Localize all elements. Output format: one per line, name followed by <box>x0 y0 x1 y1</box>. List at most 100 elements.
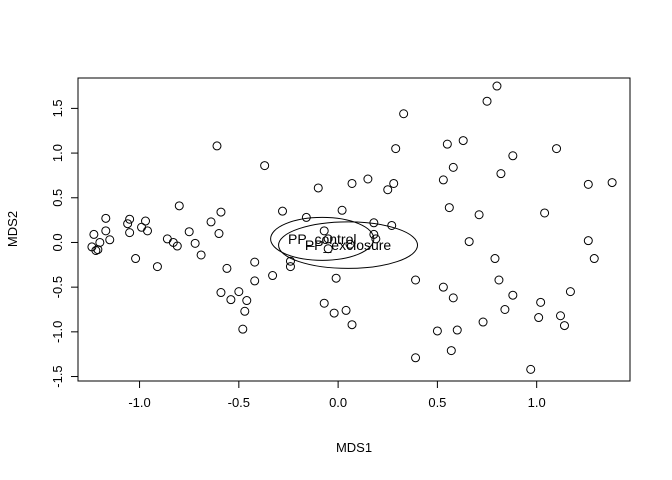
data-point <box>184 227 194 237</box>
data-point <box>285 256 295 266</box>
data-point <box>411 353 421 363</box>
data-point <box>526 364 536 374</box>
data-point <box>226 295 236 305</box>
data-point <box>216 207 226 217</box>
y-tick-label: -1.5 <box>50 365 65 387</box>
x-tick-label: 1.0 <box>528 395 546 410</box>
data-point <box>345 239 355 249</box>
data-point <box>444 203 454 213</box>
plot-frame <box>77 77 631 382</box>
data-point <box>448 162 458 172</box>
data-point <box>442 139 452 149</box>
data-point <box>583 179 593 189</box>
data-point <box>464 237 474 247</box>
data-point <box>238 324 248 334</box>
data-point <box>123 219 133 229</box>
data-point <box>319 226 329 236</box>
group-ellipse <box>278 221 419 269</box>
data-point <box>371 234 381 244</box>
data-point <box>446 346 456 356</box>
x-tick-label: -1.0 <box>128 395 150 410</box>
data-point <box>496 169 506 179</box>
data-point <box>347 320 357 330</box>
data-point <box>285 262 295 272</box>
data-point <box>478 317 488 327</box>
data-point <box>190 238 200 248</box>
y-axis-label: MDS2 <box>5 211 20 247</box>
data-point <box>389 178 399 188</box>
data-point <box>95 237 105 247</box>
data-point <box>105 235 115 245</box>
data-point <box>101 226 111 236</box>
data-point <box>250 276 260 286</box>
group-ellipse-label: PP_exclosure <box>305 237 392 253</box>
data-point <box>494 275 504 285</box>
data-point <box>341 305 351 315</box>
x-tick-label: 0.5 <box>428 395 446 410</box>
data-point <box>490 254 500 264</box>
data-point <box>125 228 135 238</box>
y-tick-label: -1.0 <box>50 321 65 343</box>
data-point <box>268 271 278 281</box>
data-point <box>216 288 226 298</box>
data-point <box>556 311 566 321</box>
data-point <box>323 234 333 244</box>
x-axis-label: MDS1 <box>336 440 372 455</box>
y-tick-label: -0.5 <box>50 276 65 298</box>
data-point <box>399 109 409 119</box>
x-tick-label: 0.0 <box>329 395 347 410</box>
data-point <box>337 205 347 215</box>
data-point <box>534 313 544 323</box>
data-point <box>492 81 502 91</box>
y-axis: -1.5 -1.0 -0.5 0.0 0.5 1.0 1.5 <box>50 99 79 388</box>
data-point <box>391 144 401 154</box>
data-point <box>474 210 484 220</box>
data-point <box>212 141 222 151</box>
data-point <box>331 273 341 283</box>
data-point <box>174 201 184 211</box>
data-point <box>383 185 393 195</box>
scatter-points <box>87 81 617 374</box>
data-point <box>508 290 518 300</box>
data-point <box>432 326 442 336</box>
data-point <box>500 304 510 314</box>
data-point <box>589 254 599 264</box>
data-point <box>222 263 232 273</box>
data-point <box>347 178 357 188</box>
data-point <box>607 178 617 188</box>
data-point <box>101 213 111 223</box>
data-point <box>234 287 244 297</box>
x-axis: -1.0 -0.5 0.0 0.5 1.0 <box>128 380 546 410</box>
data-point <box>240 306 250 316</box>
data-point <box>196 250 206 260</box>
data-point <box>214 229 224 239</box>
data-point <box>313 183 323 193</box>
data-point <box>438 175 448 185</box>
data-point <box>250 257 260 267</box>
y-tick-label: 0.0 <box>50 233 65 251</box>
data-point <box>387 220 397 230</box>
x-tick-label: -0.5 <box>228 395 250 410</box>
data-point <box>540 208 550 218</box>
data-point <box>278 206 288 216</box>
data-point <box>142 226 152 236</box>
data-point <box>206 217 216 227</box>
data-point <box>131 254 141 264</box>
data-point <box>452 325 462 335</box>
data-point <box>363 174 373 184</box>
y-tick-label: 0.5 <box>50 189 65 207</box>
y-tick-label: 1.5 <box>50 99 65 117</box>
data-point <box>508 151 518 161</box>
data-point <box>329 308 339 318</box>
data-point <box>162 234 172 244</box>
data-point <box>323 244 333 254</box>
y-tick-label: 1.0 <box>50 144 65 162</box>
data-point <box>583 236 593 246</box>
data-point <box>242 296 252 306</box>
data-point <box>411 275 421 285</box>
data-point <box>438 282 448 292</box>
data-point <box>89 229 99 239</box>
data-point <box>319 298 329 308</box>
data-point <box>565 287 575 297</box>
